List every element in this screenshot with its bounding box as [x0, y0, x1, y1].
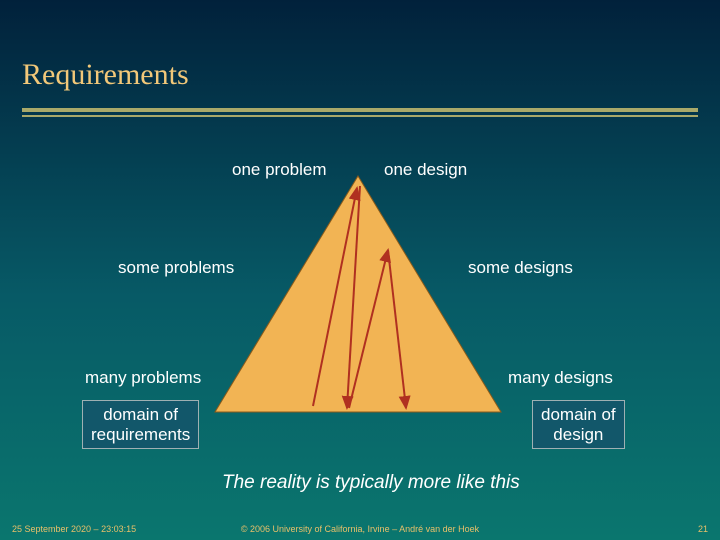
box-right-line1: domain of	[541, 405, 616, 425]
box-right-line2: design	[541, 425, 616, 445]
label-one-design: one design	[384, 160, 467, 180]
label-one-problem: one problem	[232, 160, 327, 180]
caption-text: The reality is typically more like this	[222, 472, 520, 494]
triangles-group	[215, 176, 505, 412]
label-some-designs: some designs	[468, 258, 573, 278]
slide: Requirements one problem one design some…	[0, 0, 720, 540]
diagram-svg	[0, 0, 720, 540]
label-some-problems: some problems	[118, 258, 234, 278]
box-domain-requirements: domain of requirements	[82, 400, 199, 449]
footer-copyright: © 2006 University of California, Irvine …	[0, 524, 720, 534]
label-many-problems: many problems	[85, 368, 201, 388]
box-left-line1: domain of	[91, 405, 190, 425]
footer-page-num: 21	[698, 524, 708, 534]
box-domain-design: domain of design	[532, 400, 625, 449]
box-left-line2: requirements	[91, 425, 190, 445]
label-many-designs: many designs	[508, 368, 613, 388]
